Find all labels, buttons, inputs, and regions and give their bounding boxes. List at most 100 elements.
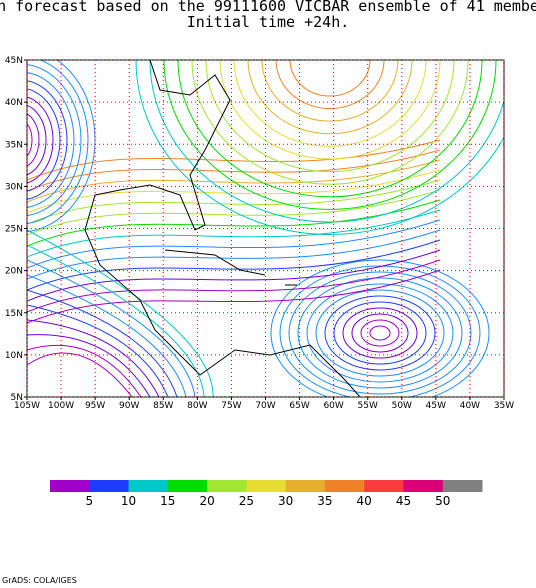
- colorbar-label: 5: [85, 494, 93, 508]
- y-tick-label: 10N: [5, 351, 23, 361]
- colorbar-swatch: [128, 480, 169, 492]
- streamline: [27, 304, 169, 397]
- streamline: [27, 72, 75, 208]
- colorbar-label: 20: [199, 494, 214, 508]
- colorbar-label: 25: [239, 494, 254, 508]
- streamline: [27, 244, 205, 397]
- y-tick-label: 30N: [5, 182, 23, 192]
- streamline: [27, 229, 441, 280]
- streamlines: [27, 60, 504, 397]
- footer: GrADS: COLA/IGES: [2, 576, 77, 585]
- colorbar-swatch: [442, 480, 483, 492]
- x-tick-label: 35W: [494, 401, 514, 411]
- y-tick-label: 5N: [11, 393, 23, 403]
- streamline: [27, 209, 441, 258]
- y-tick-label: 45N: [5, 56, 23, 66]
- streamline: [27, 104, 47, 176]
- streamline: [163, 60, 497, 210]
- streamline: [177, 60, 483, 198]
- colorbar-swatch: [324, 480, 365, 492]
- streamline: [247, 60, 413, 135]
- streamline: [205, 60, 455, 173]
- streamline: [289, 60, 371, 97]
- streamline: [288, 271, 472, 395]
- streamline: [27, 239, 441, 291]
- colorbar-label: 15: [160, 494, 175, 508]
- streamline: [27, 189, 441, 236]
- streamline: [27, 319, 160, 397]
- y-tick-label: 15N: [5, 309, 23, 319]
- streamline: [27, 334, 151, 397]
- streamline: [27, 344, 142, 397]
- colorbar-label: 50: [435, 494, 450, 508]
- streamline: [27, 219, 441, 269]
- colorbar-label: 30: [278, 494, 293, 508]
- streamline: [351, 313, 409, 353]
- x-tick-label: 85W: [153, 401, 173, 411]
- x-tick-label: 50W: [392, 401, 412, 411]
- colorbar-swatch: [285, 480, 326, 492]
- subtitle: Initial time +24h.: [187, 13, 350, 31]
- x-tick-label: 100W: [48, 401, 74, 411]
- x-tick-label: 45W: [426, 401, 446, 411]
- streamline: [191, 60, 469, 185]
- streamline: [369, 325, 391, 341]
- streamline: [27, 60, 89, 225]
- x-tick-label: 70W: [255, 401, 275, 411]
- colorbar-label: 40: [357, 494, 372, 508]
- streamline: [149, 60, 504, 223]
- colorbar-swatch: [403, 480, 444, 492]
- streamline: [27, 199, 441, 247]
- streamline: [27, 259, 441, 313]
- streamline: [275, 60, 385, 110]
- colorbar-label: 45: [396, 494, 411, 508]
- x-tick-label: 80W: [187, 401, 207, 411]
- coastline: [84, 60, 361, 397]
- streamline: [279, 265, 481, 397]
- coastline: [164, 249, 297, 286]
- streamline: [135, 60, 504, 236]
- streamline: [219, 60, 441, 160]
- streamline: [27, 259, 196, 397]
- streamline: [27, 289, 178, 397]
- y-tick-label: 35N: [5, 140, 23, 150]
- streamline: [27, 96, 54, 184]
- colorbar-label: 35: [317, 494, 332, 508]
- y-tick-label: 25N: [5, 225, 23, 235]
- streamline: [27, 249, 441, 302]
- colorbar-label: 10: [121, 494, 136, 508]
- x-tick-label: 90W: [119, 401, 139, 411]
- colorbar-swatch: [207, 480, 247, 492]
- streamline: [27, 88, 61, 192]
- streamline: [306, 283, 454, 383]
- colorbar-swatch: [246, 480, 287, 492]
- x-tick-label: 105W: [14, 401, 40, 411]
- x-tick-label: 65W: [289, 401, 309, 411]
- x-tick-label: 55W: [358, 401, 378, 411]
- streamline: [297, 277, 463, 389]
- streamline: [27, 169, 441, 214]
- streamline: [27, 123, 33, 157]
- streamline: [315, 289, 445, 377]
- streamline: [342, 307, 418, 359]
- colorbar-swatch: [167, 480, 208, 492]
- streamline: [233, 60, 427, 147]
- y-tick-label: 20N: [5, 267, 23, 277]
- colorbar-swatch: [50, 480, 90, 492]
- streamline: [27, 274, 187, 397]
- streamline: [27, 113, 40, 167]
- streamline: [324, 295, 436, 371]
- streamline: [360, 319, 400, 347]
- x-tick-label: 95W: [85, 401, 105, 411]
- x-tick-label: 75W: [221, 401, 241, 411]
- streamline: [27, 229, 214, 397]
- streamline: [27, 179, 441, 225]
- streamline: [27, 64, 82, 216]
- x-tick-label: 40W: [460, 401, 480, 411]
- streamline: [27, 139, 441, 181]
- colorbar-swatch: [89, 480, 130, 492]
- streamline: [27, 352, 133, 397]
- y-tick-label: 40N: [5, 98, 23, 108]
- colorbar-swatch: [364, 480, 404, 492]
